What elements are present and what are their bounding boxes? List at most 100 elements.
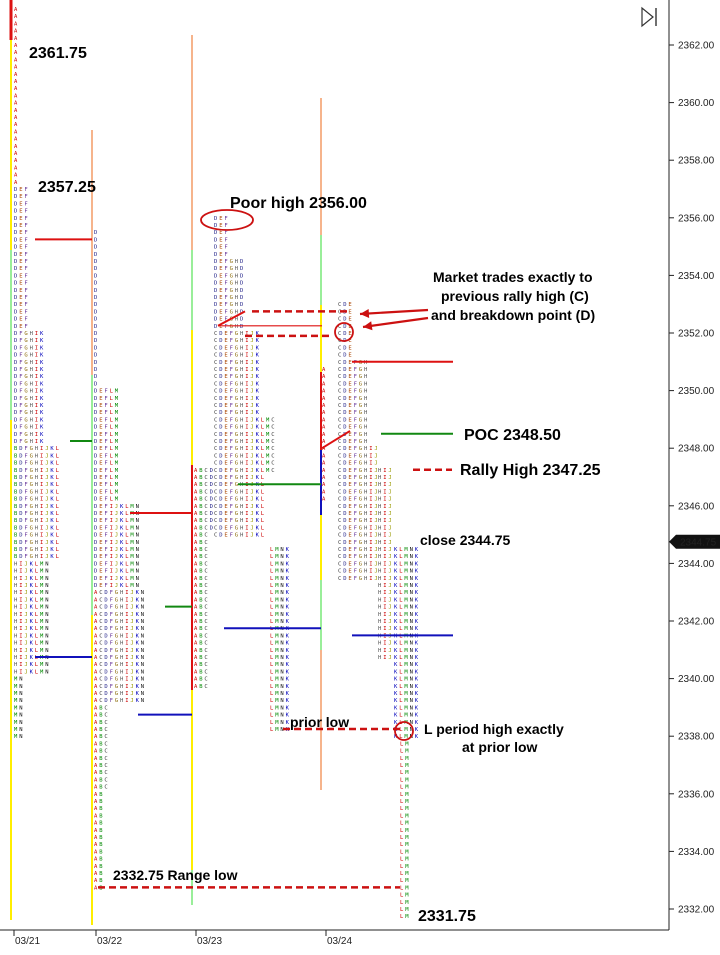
tpo-letter: E	[219, 259, 222, 265]
tpo-letter: K	[40, 439, 44, 445]
tpo-letter: A	[322, 497, 326, 503]
tpo-letter: A	[14, 57, 18, 63]
tpo-letter: J	[130, 612, 133, 618]
tpo-letter: D	[14, 439, 17, 445]
tpo-letter: F	[354, 533, 357, 539]
tpo-letter: I	[369, 504, 372, 510]
tpo-letter: M	[275, 590, 279, 596]
tpo-letter: E	[99, 569, 102, 575]
tpo-letter: D	[210, 518, 213, 524]
tpo-letter: H	[14, 669, 17, 675]
tpo-letter: A	[194, 540, 198, 546]
tpo-letter: H	[120, 691, 123, 697]
tpo-letter: K	[286, 705, 290, 711]
tpo-letter: C	[204, 468, 207, 474]
tpo-letter: A	[14, 7, 18, 13]
tpo-letter: C	[338, 367, 341, 373]
tpo-letter: D	[210, 497, 213, 503]
tpo-letter: D	[343, 374, 346, 380]
tpo-letter: C	[99, 641, 102, 647]
tpo-letter: I	[245, 446, 248, 452]
tpo-letter: J	[130, 633, 133, 639]
tpo-letter: F	[224, 324, 227, 330]
tpo-letter: J	[45, 554, 48, 560]
tpo-letter: L	[270, 684, 274, 690]
tpo-letter: A	[194, 475, 198, 481]
tpo-letter: K	[256, 489, 260, 495]
tpo-letter: M	[405, 885, 409, 891]
tpo-letter: K	[286, 713, 290, 719]
tpo-letter: D	[14, 345, 17, 351]
tpo-letter: M	[405, 792, 409, 798]
tpo-letter: L	[35, 612, 39, 618]
tpo-letter: G	[30, 504, 33, 510]
tpo-letter: D	[240, 281, 243, 287]
tpo-letter: M	[404, 626, 408, 632]
tpo-letter: K	[415, 619, 419, 625]
tpo-letter: I	[19, 633, 22, 639]
tpo-letter: A	[94, 655, 98, 661]
tpo-letter: F	[24, 223, 27, 229]
tpo-letter: D	[214, 295, 217, 301]
tpo-letter: A	[322, 439, 326, 445]
tpo-letter: E	[19, 230, 22, 236]
y-tick-label: 2352.00	[678, 329, 715, 340]
tpo-letter: F	[354, 561, 357, 567]
tpo-letter: B	[199, 583, 203, 589]
tpo-letter: I	[35, 403, 38, 409]
tpo-letter: J	[130, 597, 133, 603]
tpo-letter: D	[94, 576, 97, 582]
tpo-letter: J	[115, 547, 118, 553]
tpo-letter: J	[388, 518, 391, 524]
tpo-letter: A	[194, 619, 198, 625]
tpo-letter: A	[14, 173, 18, 179]
tpo-letter: M	[266, 468, 270, 474]
tpo-letter: H	[14, 626, 17, 632]
tpo-letter: K	[394, 569, 398, 575]
tpo-letter: G	[24, 439, 27, 445]
tpo-letter: J	[374, 475, 377, 481]
tpo-letter: H	[14, 569, 17, 575]
tpo-letter: F	[24, 194, 27, 200]
tpo-letter: A	[194, 533, 198, 539]
tpo-letter: N	[280, 576, 283, 582]
tpo-letter: D	[19, 497, 22, 503]
tpo-letter: M	[404, 590, 408, 596]
tpo-letter: L	[400, 893, 404, 899]
tpo-letter: N	[136, 576, 139, 582]
tpo-letter: D	[94, 547, 97, 553]
tpo-letter: A	[322, 461, 326, 467]
tpo-letter: K	[136, 619, 140, 625]
tpo-letter: C	[338, 381, 341, 387]
tpo-letter: H	[364, 461, 367, 467]
y-tick-label: 2362.00	[678, 41, 715, 52]
tpo-letter: N	[19, 734, 22, 740]
tpo-letter: G	[359, 439, 362, 445]
tpo-letter: G	[359, 468, 362, 474]
tpo-letter: B	[199, 504, 203, 510]
tpo-letter: L	[56, 547, 60, 553]
tpo-letter: C	[204, 655, 207, 661]
tpo-letter: F	[104, 461, 107, 467]
tpo-letter: B	[14, 475, 18, 481]
tpo-letter: G	[115, 619, 118, 625]
tpo-letter: J	[388, 619, 391, 625]
tpo-letter: I	[383, 655, 386, 661]
tpo-letter: N	[410, 662, 413, 668]
tpo-letter: G	[359, 425, 362, 431]
tpo-letter: K	[415, 590, 419, 596]
tpo-letter: E	[99, 497, 102, 503]
tpo-letter: F	[230, 374, 233, 380]
tpo-letter: I	[125, 684, 128, 690]
tpo-letter: B	[99, 792, 103, 798]
tpo-letter: N	[410, 576, 413, 582]
tpo-letter: H	[364, 475, 367, 481]
tpo-letter: L	[110, 396, 114, 402]
tpo-letter: L	[110, 439, 114, 445]
tpo-letter: M	[130, 583, 134, 589]
tpo-letter: K	[30, 655, 34, 661]
tpo-letter: F	[230, 425, 233, 431]
tpo-letter: A	[322, 396, 326, 402]
tpo-letter: J	[388, 655, 391, 661]
tpo-letter: J	[374, 569, 377, 575]
